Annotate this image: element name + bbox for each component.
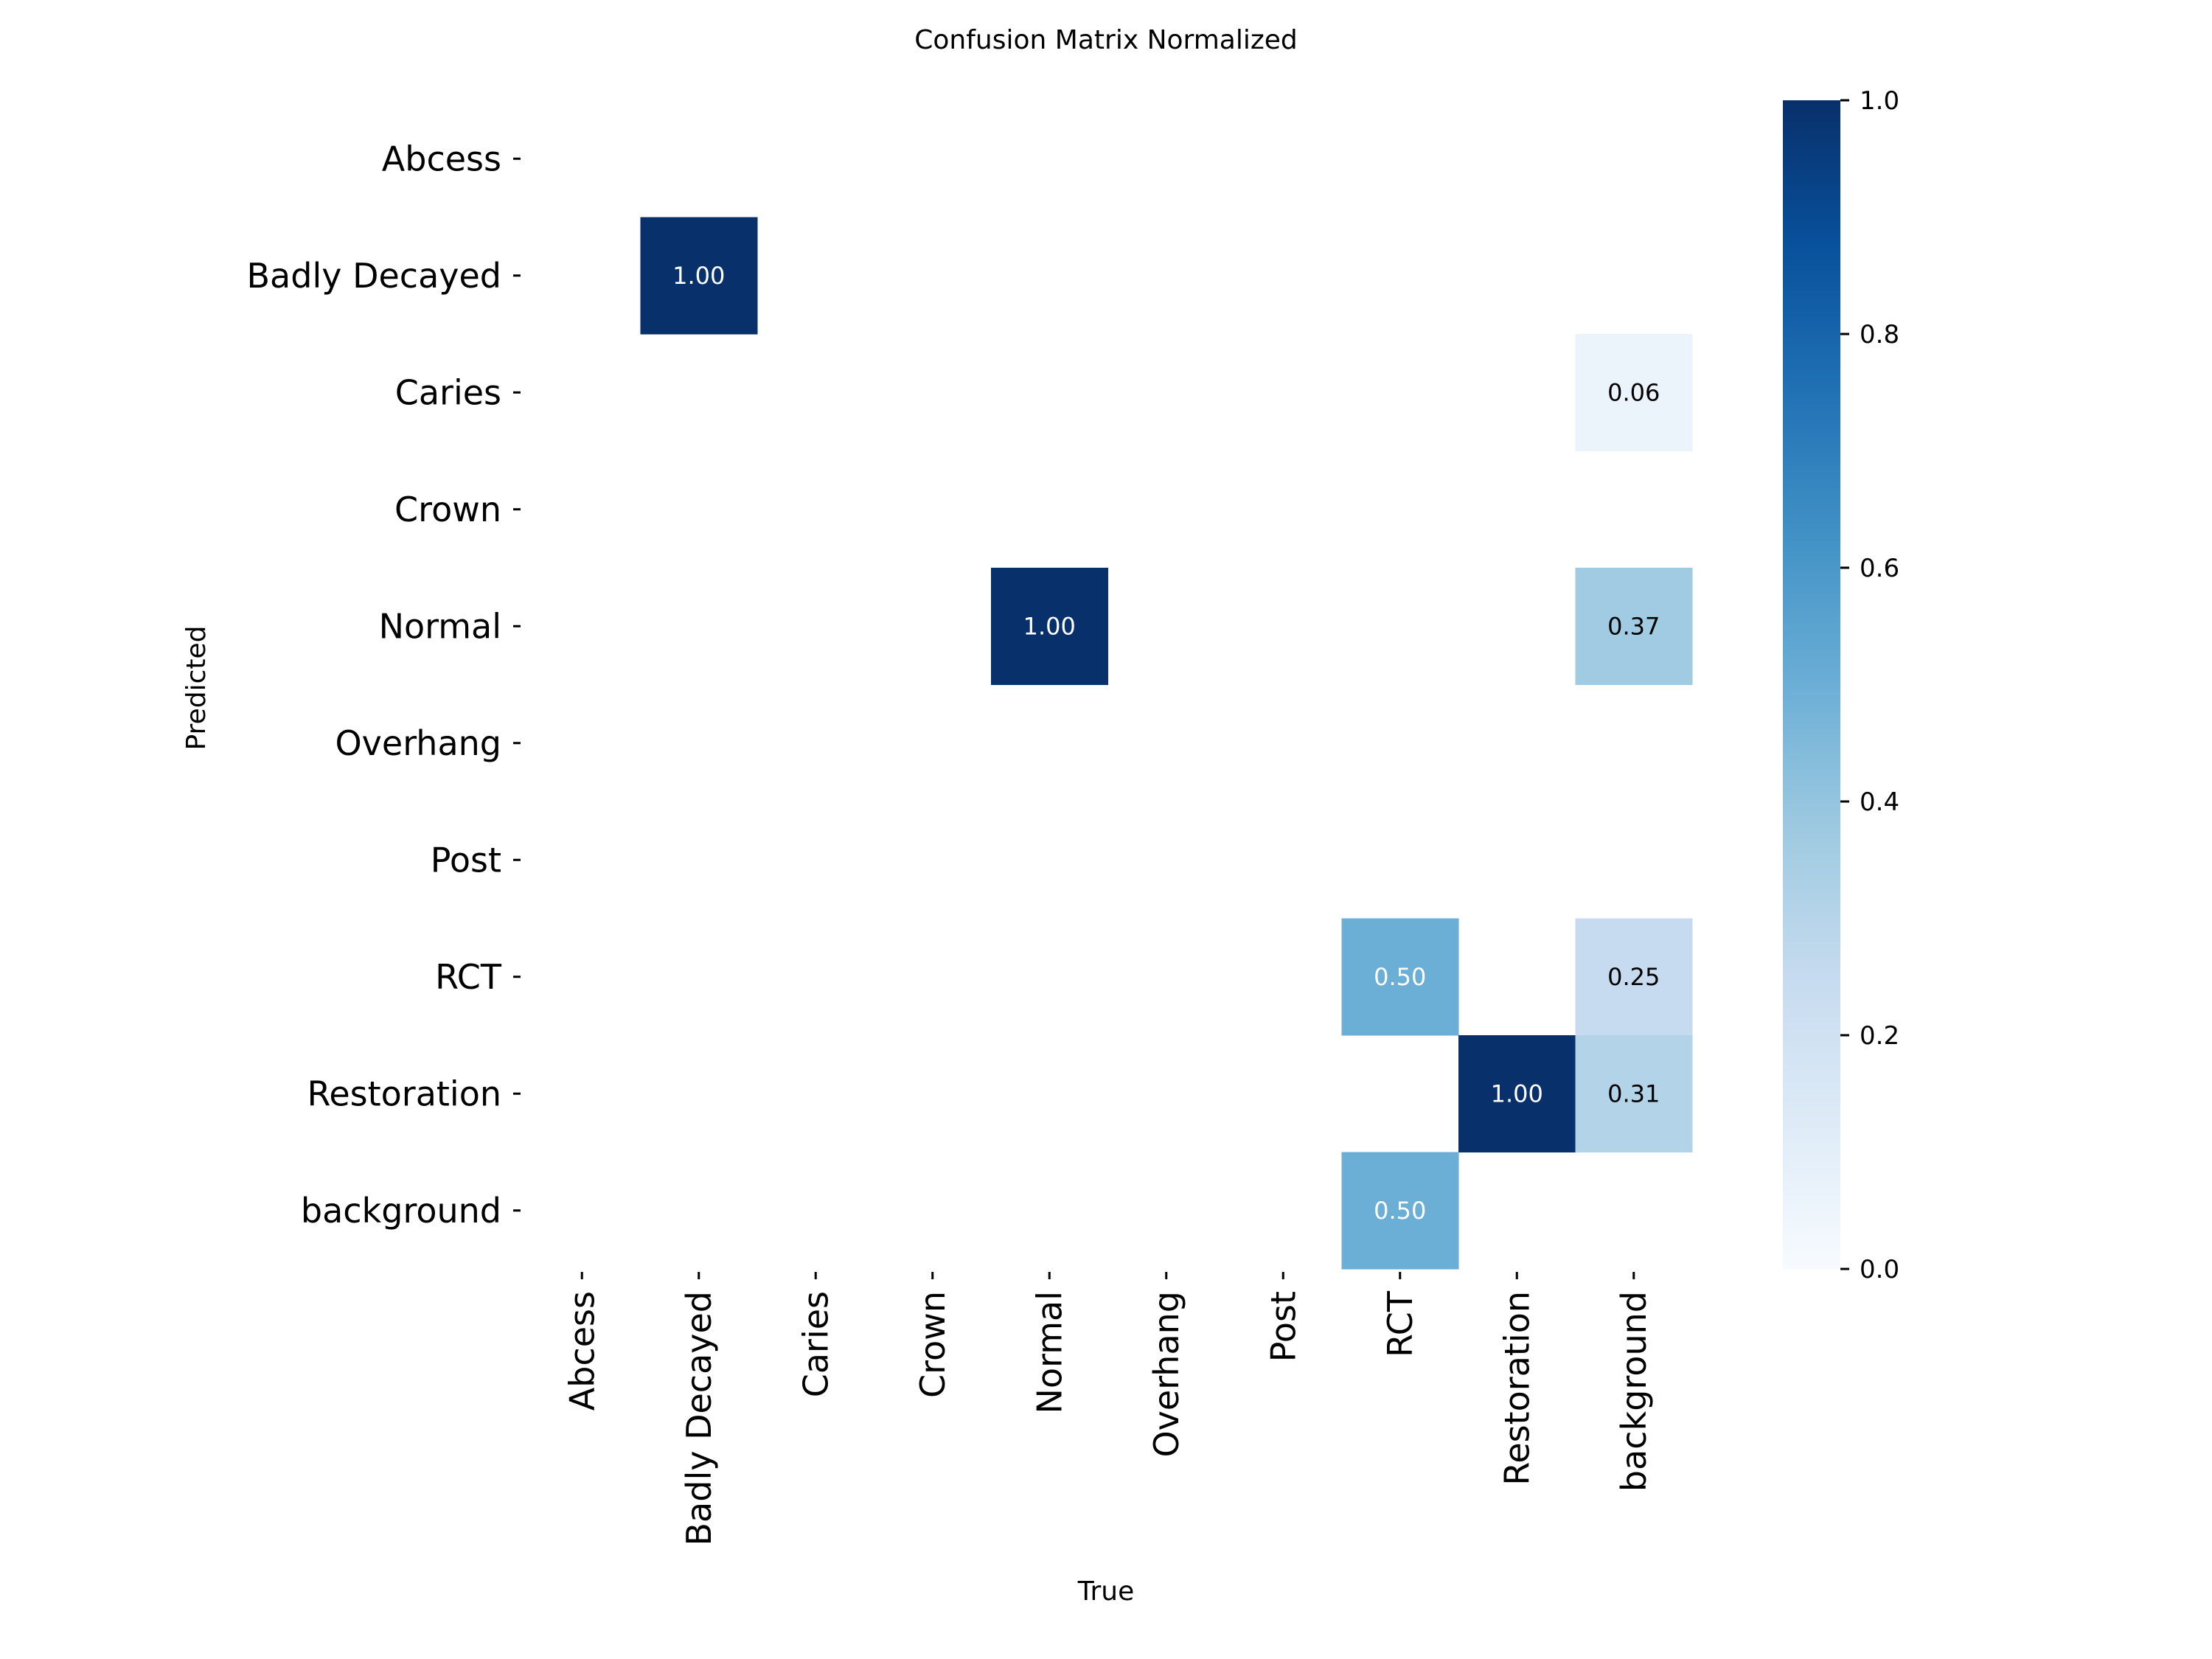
heatmap-cell xyxy=(991,568,1108,685)
y-tick-label: Caries xyxy=(395,372,501,412)
y-axis-ticks: Abcess Badly Decayed Caries Crown Normal Over… xyxy=(247,139,521,1231)
x-tick-label: Post xyxy=(1263,1291,1303,1362)
heatmap-cells: 1.00 0.06 1.00 0.37 0.50 0.25 1.00 0.31 0.50 xyxy=(640,217,1693,1270)
x-axis-ticks: Abcess Badly Decayed Caries Crown Normal Over… xyxy=(562,1272,1654,1546)
colorbar-tick-label: 0.2 xyxy=(1860,1021,1899,1051)
cell-value-label: 1.00 xyxy=(1023,612,1076,640)
y-axis-label: Predicted xyxy=(181,626,212,751)
x-tick-label: Overhang xyxy=(1147,1291,1186,1458)
cell-value-label: 0.37 xyxy=(1607,612,1660,640)
x-tick-label: Crown xyxy=(913,1291,953,1398)
heatmap-cell xyxy=(1575,568,1693,685)
y-tick-label: Crown xyxy=(394,490,501,529)
y-tick-label: Overhang xyxy=(335,723,501,763)
heatmap-cell xyxy=(1341,918,1459,1036)
colorbar-tick-label: 1.0 xyxy=(1860,86,1899,116)
y-tick-label: Restoration xyxy=(307,1074,501,1113)
x-axis-label: True xyxy=(1077,1576,1134,1607)
y-tick-label: Post xyxy=(431,840,501,880)
x-tick-label: Restoration xyxy=(1497,1291,1537,1486)
heatmap-cell xyxy=(1458,1035,1576,1152)
x-tick-label: Normal xyxy=(1029,1291,1069,1413)
y-tick-label: Normal xyxy=(379,606,501,646)
heatmap-cell xyxy=(1575,1035,1693,1152)
colorbar-tick-label: 0.4 xyxy=(1860,787,1899,817)
colorbar-gradient xyxy=(1783,100,1840,1269)
cell-value-label: 1.00 xyxy=(1491,1079,1543,1107)
x-tick-label: Badly Decayed xyxy=(679,1291,719,1546)
cell-value-label: 0.31 xyxy=(1607,1079,1660,1107)
colorbar-tick-label: 0.6 xyxy=(1860,554,1899,583)
x-tick-label: Caries xyxy=(796,1291,835,1397)
cell-value-label: 0.06 xyxy=(1607,378,1660,406)
colorbar-tick-label: 0.8 xyxy=(1860,320,1899,349)
x-tick-label: Abcess xyxy=(562,1291,602,1411)
cell-value-label: 1.00 xyxy=(672,262,725,290)
x-tick-label: background xyxy=(1614,1291,1654,1492)
chart-title: Confusion Matrix Normalized xyxy=(914,25,1297,55)
y-tick-label: RCT xyxy=(435,957,502,997)
y-tick-label: Abcess xyxy=(382,139,501,178)
cell-value-label: 0.25 xyxy=(1607,963,1660,991)
heatmap-cell xyxy=(640,217,758,335)
colorbar: 0.0 0.2 0.4 0.6 0.8 1.0 xyxy=(1783,86,1899,1284)
y-tick-label: background xyxy=(301,1191,501,1231)
heatmap-cell xyxy=(1341,1152,1459,1270)
x-tick-label: RCT xyxy=(1380,1290,1420,1357)
cell-value-label: 0.50 xyxy=(1374,1197,1426,1225)
y-tick-label: Badly Decayed xyxy=(247,256,502,296)
colorbar-tick-label: 0.0 xyxy=(1860,1255,1899,1284)
heatmap-cell xyxy=(1575,334,1693,451)
cell-value-label: 0.50 xyxy=(1374,963,1426,991)
heatmap-cell xyxy=(1575,918,1693,1036)
